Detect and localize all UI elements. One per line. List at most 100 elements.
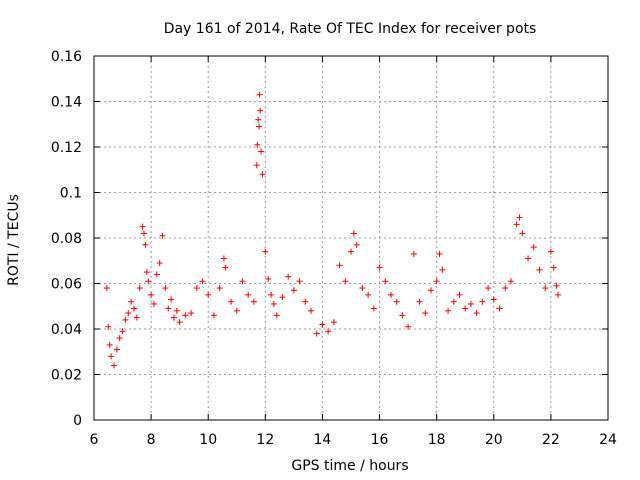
- y-tick-label: 0.04: [51, 322, 82, 338]
- data-point: [116, 335, 123, 342]
- data-point: [108, 353, 115, 360]
- data-point: [553, 282, 560, 289]
- data-point: [140, 230, 147, 237]
- data-point: [507, 278, 514, 285]
- data-point: [330, 319, 337, 326]
- data-point: [106, 341, 113, 348]
- data-point: [350, 230, 357, 237]
- data-point: [239, 278, 246, 285]
- data-point: [436, 250, 443, 257]
- y-tick-label: 0.06: [51, 277, 82, 293]
- data-point: [479, 298, 486, 305]
- data-point: [342, 278, 349, 285]
- data-point: [136, 285, 143, 292]
- data-point: [427, 287, 434, 294]
- x-axis-label: GPS time / hours: [291, 458, 408, 474]
- data-point: [193, 285, 200, 292]
- data-point: [199, 278, 206, 285]
- data-point: [188, 310, 195, 317]
- data-point: [270, 300, 277, 307]
- data-points: [103, 91, 562, 369]
- data-point: [262, 248, 269, 255]
- data-point: [410, 250, 417, 257]
- data-point: [103, 285, 110, 292]
- data-point: [547, 248, 554, 255]
- data-point: [370, 305, 377, 312]
- data-point: [259, 171, 266, 178]
- data-point: [542, 285, 549, 292]
- data-point: [176, 319, 183, 326]
- y-tick-label: 0.02: [51, 368, 82, 384]
- data-point: [220, 255, 227, 262]
- data-point: [473, 310, 480, 317]
- data-point: [530, 244, 537, 251]
- data-point: [150, 300, 157, 307]
- data-point: [353, 241, 360, 248]
- x-tick-label: 6: [90, 432, 99, 448]
- data-point: [550, 264, 557, 271]
- data-point: [519, 230, 526, 237]
- data-point: [133, 314, 140, 321]
- data-point: [162, 285, 169, 292]
- x-tick-label: 16: [371, 432, 389, 448]
- data-point: [105, 323, 112, 330]
- data-point: [128, 298, 135, 305]
- data-point: [416, 298, 423, 305]
- data-point: [156, 260, 163, 267]
- data-point: [130, 305, 137, 312]
- data-point: [496, 305, 503, 312]
- data-point: [439, 266, 446, 273]
- x-tick-label: 10: [199, 432, 217, 448]
- data-point: [159, 232, 166, 239]
- data-point: [110, 362, 117, 369]
- data-point: [462, 305, 469, 312]
- data-point: [365, 291, 372, 298]
- data-point: [119, 328, 126, 335]
- data-point: [170, 314, 177, 321]
- data-point: [143, 269, 150, 276]
- data-point: [205, 291, 212, 298]
- data-point: [525, 255, 532, 262]
- data-point: [245, 291, 252, 298]
- data-point: [348, 248, 354, 255]
- data-point: [142, 241, 149, 248]
- data-point: [308, 307, 315, 314]
- data-point: [399, 312, 406, 319]
- data-point: [279, 294, 286, 301]
- data-point: [250, 298, 257, 305]
- data-point: [122, 316, 129, 323]
- data-point: [253, 162, 260, 169]
- x-tick-label: 22: [542, 432, 560, 448]
- y-tick-label: 0.08: [51, 231, 82, 247]
- data-point: [139, 223, 146, 230]
- data-point: [145, 278, 152, 285]
- data-point: [256, 123, 263, 130]
- data-point: [256, 91, 263, 98]
- data-point: [258, 148, 265, 155]
- data-point: [336, 262, 343, 269]
- data-point: [296, 278, 303, 285]
- axes: 6 8 10 12 14 16 18 20 22 24 0 0.02 0.04 0.06 0.08 0.1 0.…: [51, 49, 617, 448]
- data-point: [313, 330, 320, 337]
- data-point: [490, 296, 497, 303]
- data-point: [113, 346, 120, 353]
- data-point: [513, 221, 520, 228]
- x-tick-label: 18: [428, 432, 446, 448]
- y-tick-label: 0.1: [60, 186, 82, 202]
- data-point: [405, 323, 412, 330]
- chart-title: Day 161 of 2014, Rate Of TEC Index for r…: [164, 21, 537, 37]
- data-point: [376, 264, 383, 271]
- y-axis-label: ROTI / TECUs: [6, 194, 22, 286]
- data-point: [393, 298, 400, 305]
- data-point: [257, 107, 264, 114]
- x-tick-label: 20: [485, 432, 503, 448]
- data-point: [216, 285, 223, 292]
- data-point: [273, 312, 280, 319]
- data-point: [516, 214, 523, 221]
- data-point: [125, 310, 132, 317]
- data-point: [182, 312, 189, 319]
- data-point: [254, 141, 261, 148]
- data-point: [228, 298, 235, 305]
